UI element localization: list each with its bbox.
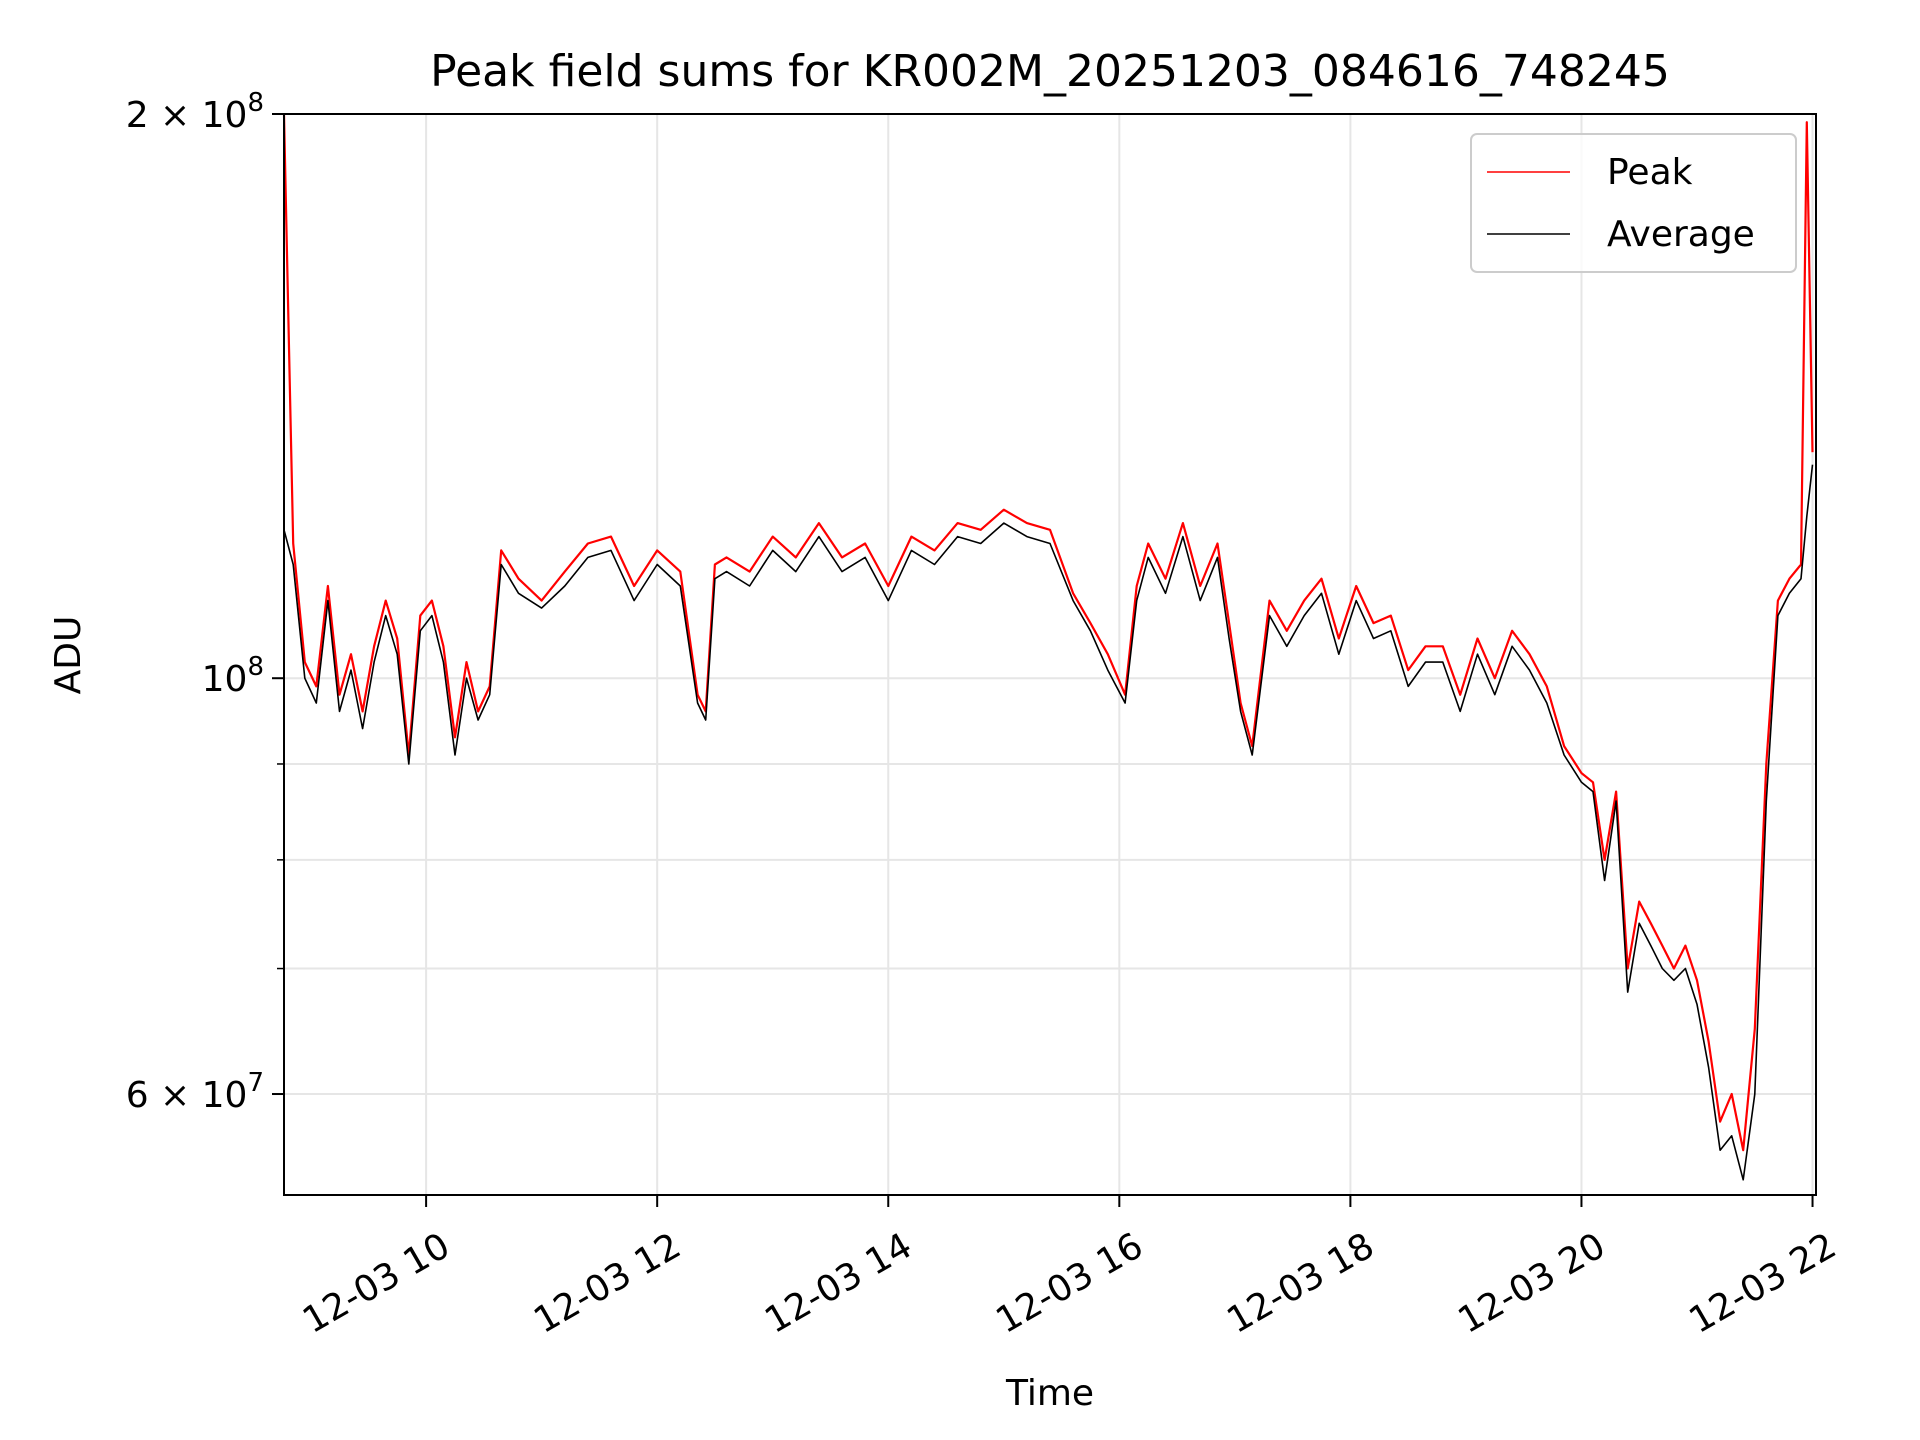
- y-tick-label: 6 × 107: [126, 1068, 264, 1116]
- plot-frame: [283, 113, 1817, 1196]
- legend-label-peak: Peak: [1607, 152, 1693, 193]
- legend-label-average: Average: [1607, 214, 1755, 255]
- legend-box: [1470, 133, 1797, 273]
- chart-title: Peak field sums for KR002M_20251203_0846…: [430, 46, 1670, 97]
- series-lines: [282, 113, 1814, 1181]
- x-axis-label: Time: [1005, 1373, 1094, 1414]
- legend: Peak Average: [1470, 133, 1797, 273]
- series-line-average: [283, 464, 1814, 1181]
- y-axis: 108 6 × 107 2 × 108: [126, 88, 284, 1116]
- series-line-peak: [282, 113, 1814, 1152]
- y-tick-label: 108: [202, 652, 264, 700]
- grid: [284, 113, 1816, 1195]
- y-tick-label: 2 × 108: [126, 88, 264, 136]
- y-axis-label: ADU: [48, 616, 89, 695]
